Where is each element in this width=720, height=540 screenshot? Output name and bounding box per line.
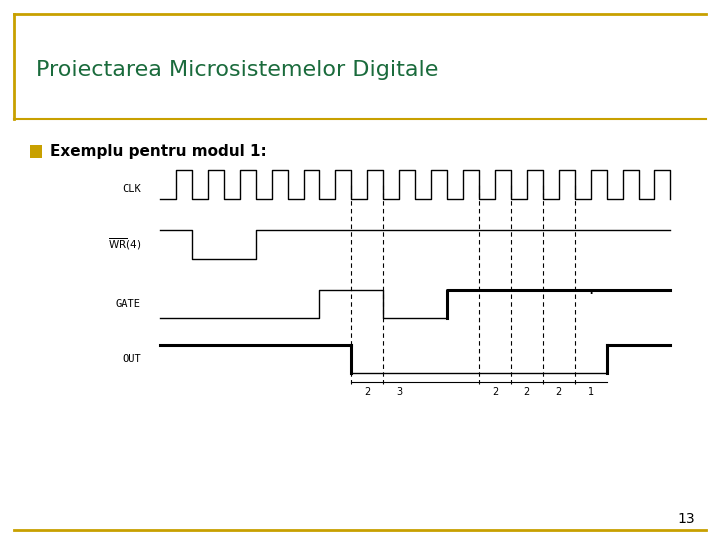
Text: 2: 2	[492, 387, 498, 396]
Text: 2: 2	[523, 387, 530, 396]
Text: GATE: GATE	[116, 299, 141, 309]
Text: 1: 1	[588, 387, 594, 396]
Text: ·: ·	[588, 285, 593, 303]
Text: CLK: CLK	[122, 184, 141, 194]
FancyBboxPatch shape	[30, 145, 42, 158]
Text: 2: 2	[556, 387, 562, 396]
Text: OUT: OUT	[122, 354, 141, 364]
Text: 3: 3	[396, 387, 402, 396]
Text: 13: 13	[678, 512, 695, 526]
Text: 2: 2	[364, 387, 371, 396]
Text: Proiectarea Microsistemelor Digitale: Proiectarea Microsistemelor Digitale	[36, 60, 438, 80]
Text: $\overline{\mathsf{WR}}$(4): $\overline{\mathsf{WR}}$(4)	[107, 237, 141, 252]
Text: Exemplu pentru modul 1:: Exemplu pentru modul 1:	[50, 144, 267, 159]
